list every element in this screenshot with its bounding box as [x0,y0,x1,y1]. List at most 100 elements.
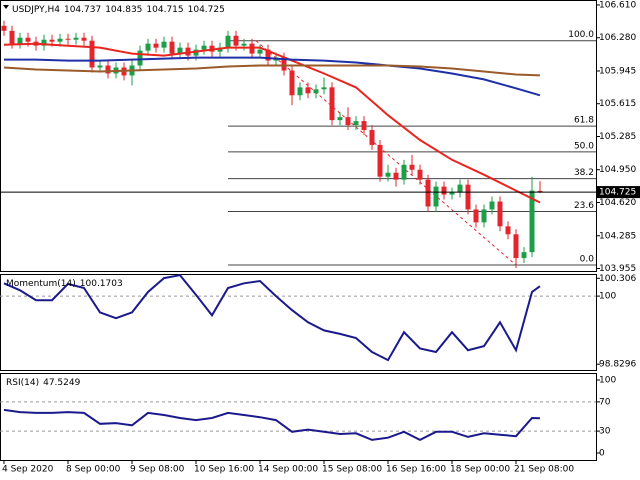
candle-body [193,49,199,56]
candle-body [505,226,511,235]
x-tick-label: 8 Sep 00:00 [66,465,121,475]
candle-body [225,35,231,48]
candle-body [265,49,271,61]
x-tick-label: 16 Sep 16:00 [386,465,446,475]
indicator-title: RSI(14) 47.5249 [6,378,81,388]
candle-body [329,87,335,121]
candle-body [425,179,431,207]
y-tick-label: 104.620 [599,198,636,208]
indicator-value: 100.1703 [80,279,123,289]
candle-body [433,186,439,207]
candle-body [9,30,15,44]
y-tick-label: 100 [599,376,616,386]
x-tick-label: 14 Sep 00:00 [258,465,318,475]
candle-body [49,39,55,42]
ohlc-close: 104.725 [188,5,225,15]
y-tick-label: 105.945 [599,66,636,76]
candle-body [345,117,351,126]
candle-body [513,234,519,259]
candle-body [449,192,455,195]
candle-body [81,37,87,41]
candle-body [25,37,31,42]
ohlc-high: 104.835 [105,5,142,15]
candle-body [385,172,391,177]
candle-body [521,252,527,259]
indicator-name: RSI(14) [6,378,39,388]
y-tick-label: 98.8296 [599,360,636,370]
candle-body [153,43,159,48]
candle-body [89,40,95,68]
candle-body [457,184,463,193]
candle-body [169,41,175,54]
x-tick-label: 18 Sep 00:00 [450,465,510,475]
candle-body [249,43,255,54]
candle-body [233,35,239,46]
y-tick-label: 104.285 [599,231,636,241]
fib-label: 23.6 [574,201,594,211]
candle-body [161,41,167,48]
indicator-value: 47.5249 [43,378,80,388]
symbol: USDJPY,H4 [12,5,60,15]
x-tick-label: 4 Sep 2020 [2,465,54,475]
last-price-label: 104.725 [599,188,636,198]
candle-body [57,38,63,42]
y-tick-label: 106.610 [599,0,636,10]
candle-body [537,190,543,193]
candle-body [369,130,375,145]
candle-body [377,144,383,177]
candle-body [241,43,247,46]
indicator-name: Momentum(14) [6,279,76,289]
candle-body [497,201,503,227]
candle-body [281,57,287,71]
candle-body [473,209,479,223]
ohlc-open: 104.737 [64,5,101,15]
candle-body [177,47,183,54]
candle-body [409,164,415,170]
x-tick-label: 10 Sep 16:00 [194,465,254,475]
candle-body [465,184,471,210]
candle-body [313,89,319,94]
candle-body [97,65,103,68]
panel-frame [0,274,597,371]
candle-body [297,87,303,96]
candle-body [73,37,79,40]
panel-frame [0,373,597,461]
fib-label: 50.0 [574,141,594,151]
candle-body [489,201,495,210]
ohlc-low: 104.715 [146,5,183,15]
candle-body [321,87,327,90]
candle-body [353,121,359,126]
x-tick-label: 21 Sep 08:00 [514,465,574,475]
y-tick-label: 106.280 [599,33,636,43]
candle-body [361,121,367,131]
moving-average [3,42,541,204]
x-tick-label: 15 Sep 08:00 [322,465,382,475]
moving-average [3,64,541,77]
indicator-line [3,408,541,442]
y-tick-label: 100.306 [599,274,636,284]
candle-body [65,38,71,40]
candle-body [417,169,423,180]
collapse-icon [3,5,9,9]
y-tick-label: 100 [599,292,616,302]
fib-label: 0.0 [580,255,595,265]
y-tick-label: 0 [599,448,605,458]
last-price-box [597,186,640,199]
moving-average [4,56,541,97]
chart-header: USDJPY,H4 104.737 104.835 104.715 104.725 [12,5,225,15]
candle-body [393,172,399,180]
candle-body [1,25,7,31]
candle-body [201,45,207,50]
y-tick-label: 105.615 [599,99,636,109]
candle-body [337,117,343,121]
y-tick-label: 30 [599,427,611,437]
candle-body [217,47,223,52]
candle-body [137,50,143,66]
candle-body [529,190,535,253]
candle-body [145,43,151,51]
candle-body [17,37,23,44]
fib-label: 38.2 [574,168,594,178]
indicator-title: Momentum(14) 100.1703 [6,279,123,289]
